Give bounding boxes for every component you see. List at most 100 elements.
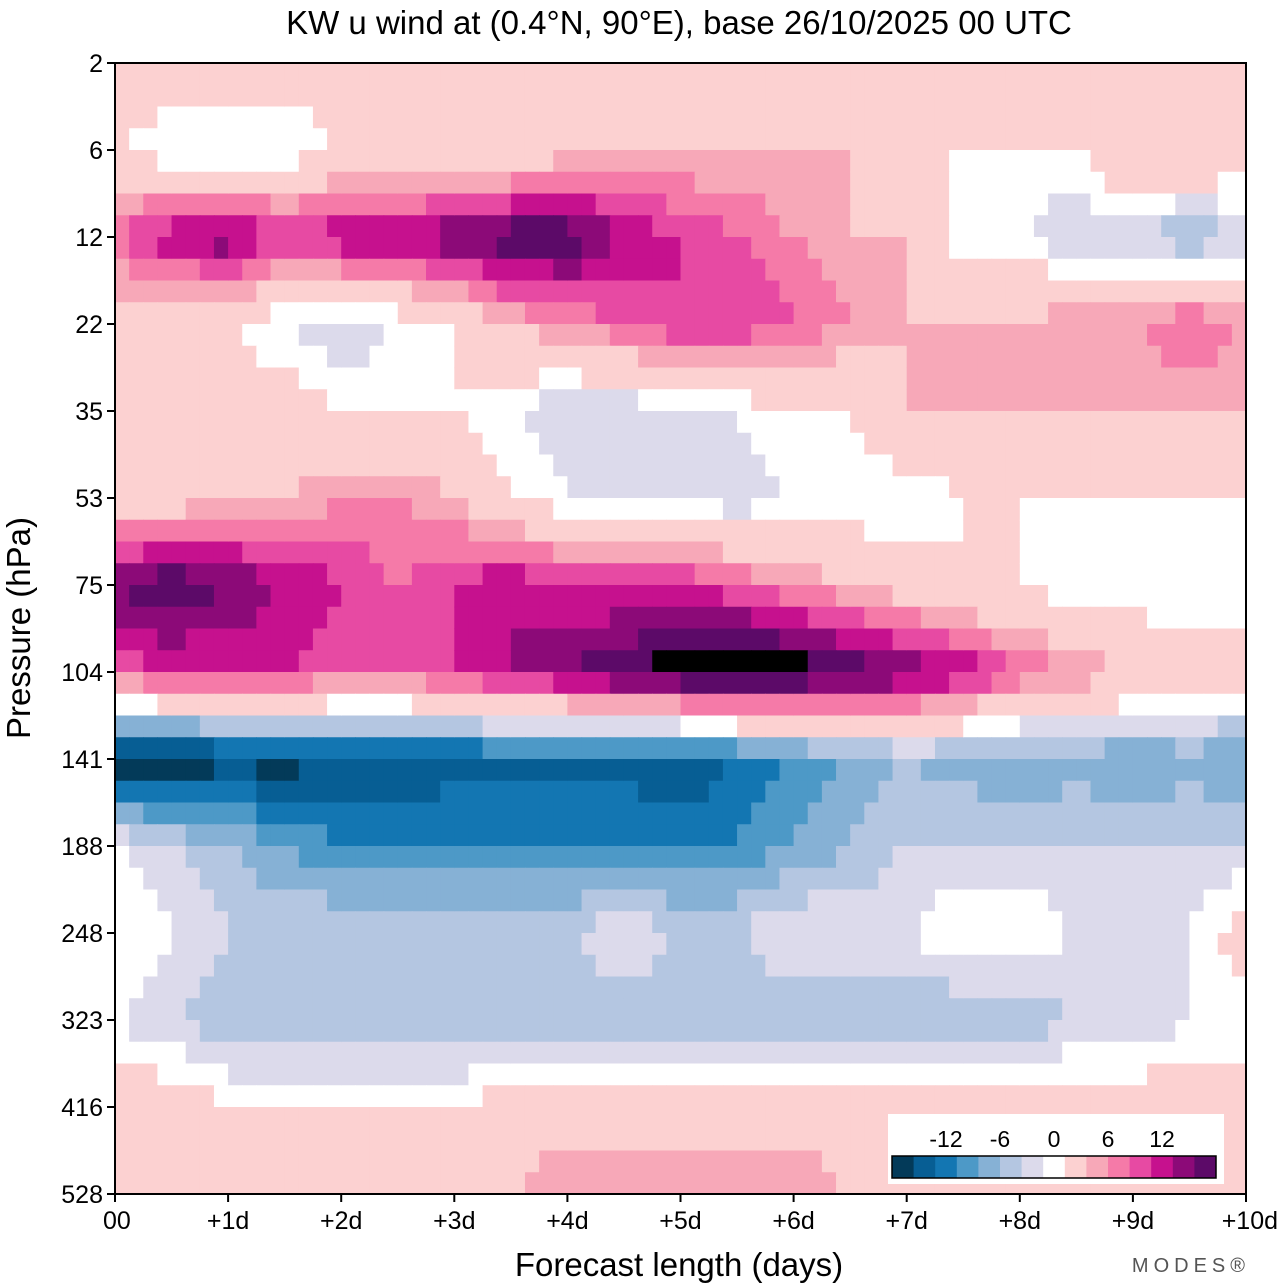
heatmap-cell xyxy=(129,802,144,825)
heatmap-cell xyxy=(623,715,639,738)
heatmap-cell xyxy=(369,454,385,477)
heatmap-cell xyxy=(482,759,498,782)
heatmap-cell xyxy=(878,1020,894,1043)
heatmap-cell xyxy=(807,84,823,108)
heatmap-cell xyxy=(892,802,908,825)
heatmap-cell xyxy=(765,1107,781,1130)
heatmap-cell xyxy=(1189,606,1205,630)
heatmap-cell xyxy=(397,846,413,869)
heatmap-cell xyxy=(157,63,173,86)
heatmap-cell xyxy=(129,1172,144,1195)
heatmap-cell xyxy=(171,432,187,456)
heatmap-cell xyxy=(722,1107,738,1130)
heatmap-cell xyxy=(1161,541,1176,564)
heatmap-cell xyxy=(129,824,144,847)
heatmap-cell xyxy=(242,780,257,804)
heatmap-cell xyxy=(638,280,653,303)
heatmap-cell xyxy=(779,302,795,325)
heatmap-cell xyxy=(510,411,526,434)
heatmap-cell xyxy=(934,911,950,934)
heatmap-cell xyxy=(1033,1085,1049,1108)
heatmap-cell xyxy=(397,1172,413,1195)
heatmap-cell xyxy=(510,106,526,129)
heatmap-cell xyxy=(1005,498,1021,521)
heatmap-cell xyxy=(934,889,950,912)
heatmap-cell xyxy=(213,171,229,195)
heatmap-cell xyxy=(850,715,865,738)
heatmap-cell xyxy=(129,258,144,282)
heatmap-cell xyxy=(1062,1041,1077,1065)
heatmap-cell xyxy=(171,193,187,216)
heatmap-cell xyxy=(468,1107,484,1130)
heatmap-cell xyxy=(242,411,257,434)
heatmap-cell xyxy=(567,63,583,86)
heatmap-cell xyxy=(864,324,880,347)
heatmap-cell xyxy=(609,150,625,173)
heatmap-cell xyxy=(934,1041,950,1065)
heatmap-cell xyxy=(963,302,978,325)
heatmap-cell xyxy=(1175,367,1191,390)
heatmap-cell xyxy=(694,84,710,108)
heatmap-cell xyxy=(623,171,639,195)
heatmap-cell xyxy=(737,802,752,825)
heatmap-cell xyxy=(171,171,187,195)
heatmap-cell xyxy=(1076,563,1092,586)
heatmap-cell xyxy=(327,824,342,847)
heatmap-cell xyxy=(383,193,399,216)
heatmap-cell xyxy=(355,824,371,847)
heatmap-cell xyxy=(327,541,342,564)
heatmap-cell xyxy=(411,476,427,499)
heatmap-cell xyxy=(298,628,314,651)
heatmap-cell xyxy=(1203,237,1219,260)
heatmap-cell xyxy=(595,693,611,717)
heatmap-cell xyxy=(694,889,710,912)
heatmap-cell xyxy=(1062,846,1077,869)
heatmap-cell xyxy=(892,215,908,238)
heatmap-cell xyxy=(383,258,399,282)
heatmap-cell xyxy=(454,1172,470,1195)
heatmap-cell xyxy=(920,345,936,369)
heatmap-cell xyxy=(1189,128,1205,151)
heatmap-cell xyxy=(312,541,328,564)
heatmap-cell xyxy=(1161,759,1176,782)
heatmap-cell xyxy=(510,824,526,847)
heatmap-cell xyxy=(524,780,540,804)
heatmap-cell xyxy=(765,476,781,499)
heatmap-cell xyxy=(157,324,173,347)
heatmap-cell xyxy=(171,541,187,564)
heatmap-cell xyxy=(1104,933,1120,956)
heatmap-cell xyxy=(722,432,738,456)
heatmap-cell xyxy=(228,541,243,564)
heatmap-cell xyxy=(652,389,667,412)
heatmap-cell xyxy=(482,802,498,825)
heatmap-cell xyxy=(256,976,272,999)
heatmap-cell xyxy=(963,258,978,282)
heatmap-cell xyxy=(185,802,201,825)
heatmap-cell xyxy=(171,324,187,347)
heatmap-cell xyxy=(722,780,738,804)
heatmap-cell xyxy=(284,715,300,738)
heatmap-cell xyxy=(920,737,936,760)
heatmap-cell xyxy=(595,324,611,347)
heatmap-cell xyxy=(920,324,936,347)
heatmap-cell xyxy=(171,846,187,869)
heatmap-cell xyxy=(213,84,229,108)
heatmap-cell xyxy=(468,411,484,434)
heatmap-cell xyxy=(581,63,597,86)
heatmap-cell xyxy=(765,302,781,325)
heatmap-cell xyxy=(510,389,526,412)
heatmap-cell xyxy=(892,1020,908,1043)
heatmap-cell xyxy=(355,933,371,956)
heatmap-cell xyxy=(1132,693,1148,717)
heatmap-cell xyxy=(1048,476,1063,499)
heatmap-cell xyxy=(680,1063,696,1086)
heatmap-cell xyxy=(199,933,215,956)
heatmap-cell xyxy=(468,1085,484,1108)
heatmap-cell xyxy=(1118,933,1134,956)
heatmap-cell xyxy=(185,846,201,869)
heatmap-cell xyxy=(1104,454,1120,477)
heatmap-cell xyxy=(708,759,724,782)
heatmap-cell xyxy=(327,628,342,651)
heatmap-cell xyxy=(850,476,865,499)
heatmap-cell xyxy=(312,193,328,216)
